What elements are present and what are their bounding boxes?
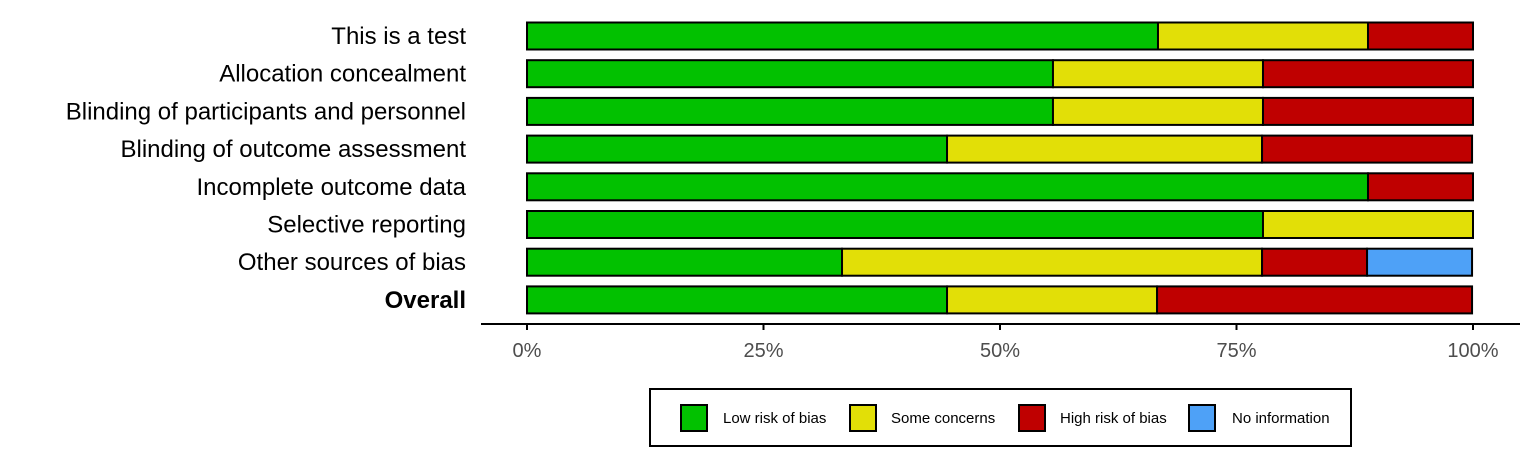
bar-segment-high-risk-of-bias — [1261, 59, 1475, 89]
legend-item-low-risk-of-bias: Low risk of bias — [680, 404, 826, 432]
legend-label: No information — [1232, 410, 1330, 427]
row-label: Incomplete outcome data — [197, 174, 467, 201]
bar-segment-no-information — [1366, 247, 1474, 277]
row-this-is-a-test: This is a test — [331, 21, 1475, 51]
legend-box — [649, 388, 1352, 447]
row-label: Blinding of participants and personnel — [66, 98, 466, 125]
rows-layer: This is a test Allocation concealment Blin… — [66, 21, 1475, 315]
bar-segment-low-risk-of-bias — [526, 247, 844, 277]
legend-label: Low risk of bias — [723, 410, 826, 427]
row-selective-reporting: Selective reporting — [267, 210, 1475, 239]
legend-swatch — [849, 404, 877, 432]
bar-segment-some-concerns — [1051, 96, 1264, 126]
x-tick-label: 25% — [743, 340, 783, 362]
row-blinding-of-outcome-assessment: Blinding of outcome assessment — [120, 134, 1474, 164]
bar-segment-low-risk-of-bias — [526, 210, 1264, 239]
row-allocation-concealment: Allocation concealment — [219, 59, 1475, 89]
x-tick-label: 75% — [1216, 340, 1256, 362]
bar-segment-high-risk-of-bias — [1366, 172, 1475, 202]
bar-segment-some-concerns — [1051, 59, 1264, 89]
legend-swatch — [680, 404, 708, 432]
x-tick-label: 50% — [980, 340, 1020, 362]
x-tick-label: 0% — [513, 340, 542, 362]
bar-segment-low-risk-of-bias — [526, 134, 949, 164]
x-tick-label: 100% — [1447, 340, 1498, 362]
bar-segment-some-concerns — [1156, 21, 1369, 51]
row-label: This is a test — [331, 23, 466, 50]
bar-segment-high-risk-of-bias — [1366, 21, 1475, 51]
row-overall: Overall — [385, 285, 1474, 315]
bar-segment-some-concerns — [946, 285, 1159, 315]
legend-label: High risk of bias — [1060, 410, 1167, 427]
row-label: Allocation concealment — [219, 61, 466, 88]
bar-segment-some-concerns — [841, 247, 1264, 277]
bar-segment-high-risk-of-bias — [1261, 96, 1475, 126]
legend-item-some-concerns: Some concerns — [849, 404, 995, 432]
legend-item-high-risk-of-bias: High risk of bias — [1018, 404, 1167, 432]
row-label: Selective reporting — [267, 212, 466, 239]
row-blinding-of-participants-and-personnel: Blinding of participants and personnel — [66, 96, 1475, 126]
bar-segment-low-risk-of-bias — [526, 59, 1054, 89]
x-axis: 0% 25% 50% 75% 100% — [481, 323, 1520, 362]
legend-item-no-information: No information — [1188, 404, 1330, 432]
legend-swatch — [1018, 404, 1046, 432]
legend: Low risk of bias Some concerns High risk o… — [649, 388, 1352, 447]
bar-segment-some-concerns — [1261, 210, 1475, 239]
legend-swatch — [1188, 404, 1216, 432]
row-label: Blinding of outcome assessment — [120, 136, 466, 163]
bar-segment-high-risk-of-bias — [1261, 134, 1474, 164]
bar-segment-low-risk-of-bias — [526, 285, 949, 315]
bar-segment-high-risk-of-bias — [1261, 247, 1369, 277]
row-label: Other sources of bias — [238, 249, 466, 276]
bar-segment-low-risk-of-bias — [526, 96, 1054, 126]
bar-segment-low-risk-of-bias — [526, 172, 1369, 202]
row-incomplete-outcome-data: Incomplete outcome data — [197, 172, 1475, 202]
bar-segment-low-risk-of-bias — [526, 21, 1159, 51]
row-other-sources-of-bias: Other sources of bias — [238, 247, 1474, 277]
bar-segment-high-risk-of-bias — [1156, 285, 1474, 315]
bar-segment-some-concerns — [946, 134, 1264, 164]
row-label: Overall — [385, 287, 466, 314]
legend-label: Some concerns — [891, 410, 995, 427]
